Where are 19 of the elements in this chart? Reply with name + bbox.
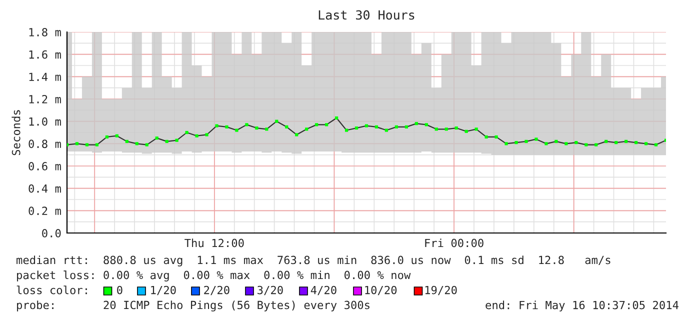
text: probe: 20 ICMP Echo Pings (56 Bytes) every 300s <box>17 300 370 312</box>
y-axis-title: Seconds <box>12 110 20 156</box>
y-tick-label: 1.4 m <box>29 72 61 81</box>
y-tick-label: 1.2 m <box>29 95 61 104</box>
y-tick-label: 0.2 m <box>28 206 61 216</box>
y-tick-label: 0.8 m <box>28 140 61 148</box>
text: end: Fri May 16 10:37:05 2014 <box>486 300 678 312</box>
text: loss color: 0 1/20 2/20 3/20 4/20 10/20 19/20 <box>16 286 457 296</box>
y-tick-label: 0.4 m <box>28 184 61 193</box>
y-tick-label: 0.0 <box>42 229 61 238</box>
chart-title: Last 30 Hours <box>318 10 414 20</box>
y-tick-label: 1.0 m <box>29 117 61 126</box>
y-tick-label: 1.6 m <box>29 50 61 59</box>
x-tick-label: Fri 00:00 <box>425 238 484 248</box>
y-tick-label: 1.8 m <box>29 28 61 36</box>
x-tick-label: Thu 12:00 <box>184 238 244 248</box>
y-tick-label: 0.6 m <box>28 162 61 170</box>
text: median rtt: 880.8 us avg 1.1 ms max 763.8 us min 836.0 us now 0.1 ms sd 12.8 am/s <box>16 256 610 266</box>
text: packet loss: 0.00 % avg 0.00 % max 0.00 % min 0.00 % now <box>17 270 411 282</box>
